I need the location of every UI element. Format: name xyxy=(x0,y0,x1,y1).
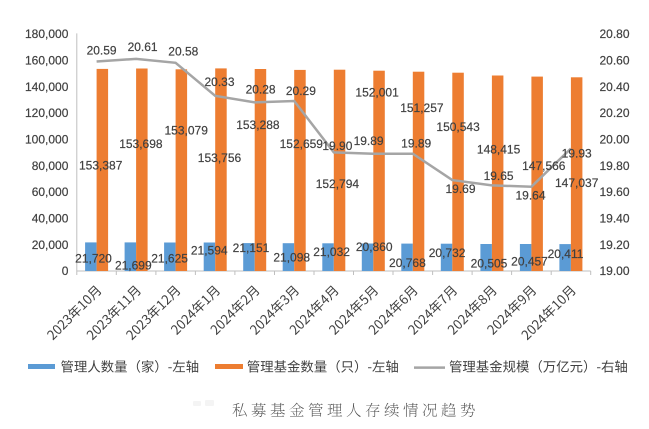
svg-text:80,000: 80,000 xyxy=(32,159,69,173)
svg-text:21,699: 21,699 xyxy=(115,258,152,272)
svg-text:21,625: 21,625 xyxy=(151,252,188,266)
svg-text:20.40: 20.40 xyxy=(600,80,630,94)
svg-text:20.00: 20.00 xyxy=(600,132,630,146)
svg-text:19.89: 19.89 xyxy=(401,137,431,151)
svg-text:19.60: 19.60 xyxy=(600,185,630,199)
svg-text:19.20: 19.20 xyxy=(600,238,630,252)
svg-text:19.90: 19.90 xyxy=(322,139,352,153)
svg-text:20.29: 20.29 xyxy=(286,84,316,98)
svg-text:20,860: 20,860 xyxy=(356,240,393,254)
svg-text:20,411: 20,411 xyxy=(548,247,584,261)
svg-text:180,000: 180,000 xyxy=(25,27,69,41)
svg-text:19.00: 19.00 xyxy=(600,264,630,278)
svg-text:21,098: 21,098 xyxy=(273,250,310,264)
svg-text:21,151: 21,151 xyxy=(233,241,270,255)
svg-text:20,505: 20,505 xyxy=(471,257,508,271)
svg-text:19.64: 19.64 xyxy=(515,188,545,202)
svg-text:21,032: 21,032 xyxy=(313,245,350,259)
svg-text:20.58: 20.58 xyxy=(168,45,198,59)
svg-text:40,000: 40,000 xyxy=(32,212,69,226)
svg-text:20,768: 20,768 xyxy=(389,256,426,270)
svg-text:152,794: 152,794 xyxy=(316,177,360,191)
svg-text:151,257: 151,257 xyxy=(400,101,444,115)
svg-text:19.80: 19.80 xyxy=(600,159,630,173)
svg-text:19.69: 19.69 xyxy=(445,182,475,196)
svg-text:0: 0 xyxy=(62,264,69,278)
svg-text:20.80: 20.80 xyxy=(600,27,630,41)
svg-text:153,079: 153,079 xyxy=(165,124,209,138)
svg-text:20.28: 20.28 xyxy=(246,82,276,96)
svg-text:20,000: 20,000 xyxy=(32,238,69,252)
svg-text:147,037: 147,037 xyxy=(555,176,599,190)
svg-text:20,457: 20,457 xyxy=(511,255,548,269)
svg-text:152,659: 152,659 xyxy=(280,137,324,151)
svg-text:19.40: 19.40 xyxy=(600,212,630,226)
svg-text:150,543: 150,543 xyxy=(436,120,480,134)
svg-text:147,566: 147,566 xyxy=(522,159,566,173)
svg-text:140,000: 140,000 xyxy=(25,80,69,94)
svg-text:21,720: 21,720 xyxy=(75,252,112,266)
svg-text:19.89: 19.89 xyxy=(354,134,384,148)
svg-text:153,698: 153,698 xyxy=(119,137,163,151)
svg-text:20.20: 20.20 xyxy=(600,106,630,120)
svg-text:21,594: 21,594 xyxy=(191,244,228,258)
svg-text:160,000: 160,000 xyxy=(25,53,69,67)
svg-text:153,387: 153,387 xyxy=(79,159,123,173)
svg-text:153,288: 153,288 xyxy=(236,118,280,132)
svg-text:60,000: 60,000 xyxy=(32,185,69,199)
svg-text:20.59: 20.59 xyxy=(87,44,117,58)
svg-text:20.60: 20.60 xyxy=(600,53,630,67)
svg-text:148,415: 148,415 xyxy=(477,143,521,157)
svg-text:20,732: 20,732 xyxy=(429,246,466,260)
svg-text:153,756: 153,756 xyxy=(198,151,242,165)
svg-text:152,001: 152,001 xyxy=(355,86,399,100)
svg-text:19.93: 19.93 xyxy=(562,147,592,161)
svg-text:120,000: 120,000 xyxy=(25,106,69,120)
svg-text:19.65: 19.65 xyxy=(484,169,514,183)
svg-text:100,000: 100,000 xyxy=(25,132,69,146)
svg-text:20.61: 20.61 xyxy=(128,40,158,54)
svg-text:20.33: 20.33 xyxy=(204,75,234,89)
